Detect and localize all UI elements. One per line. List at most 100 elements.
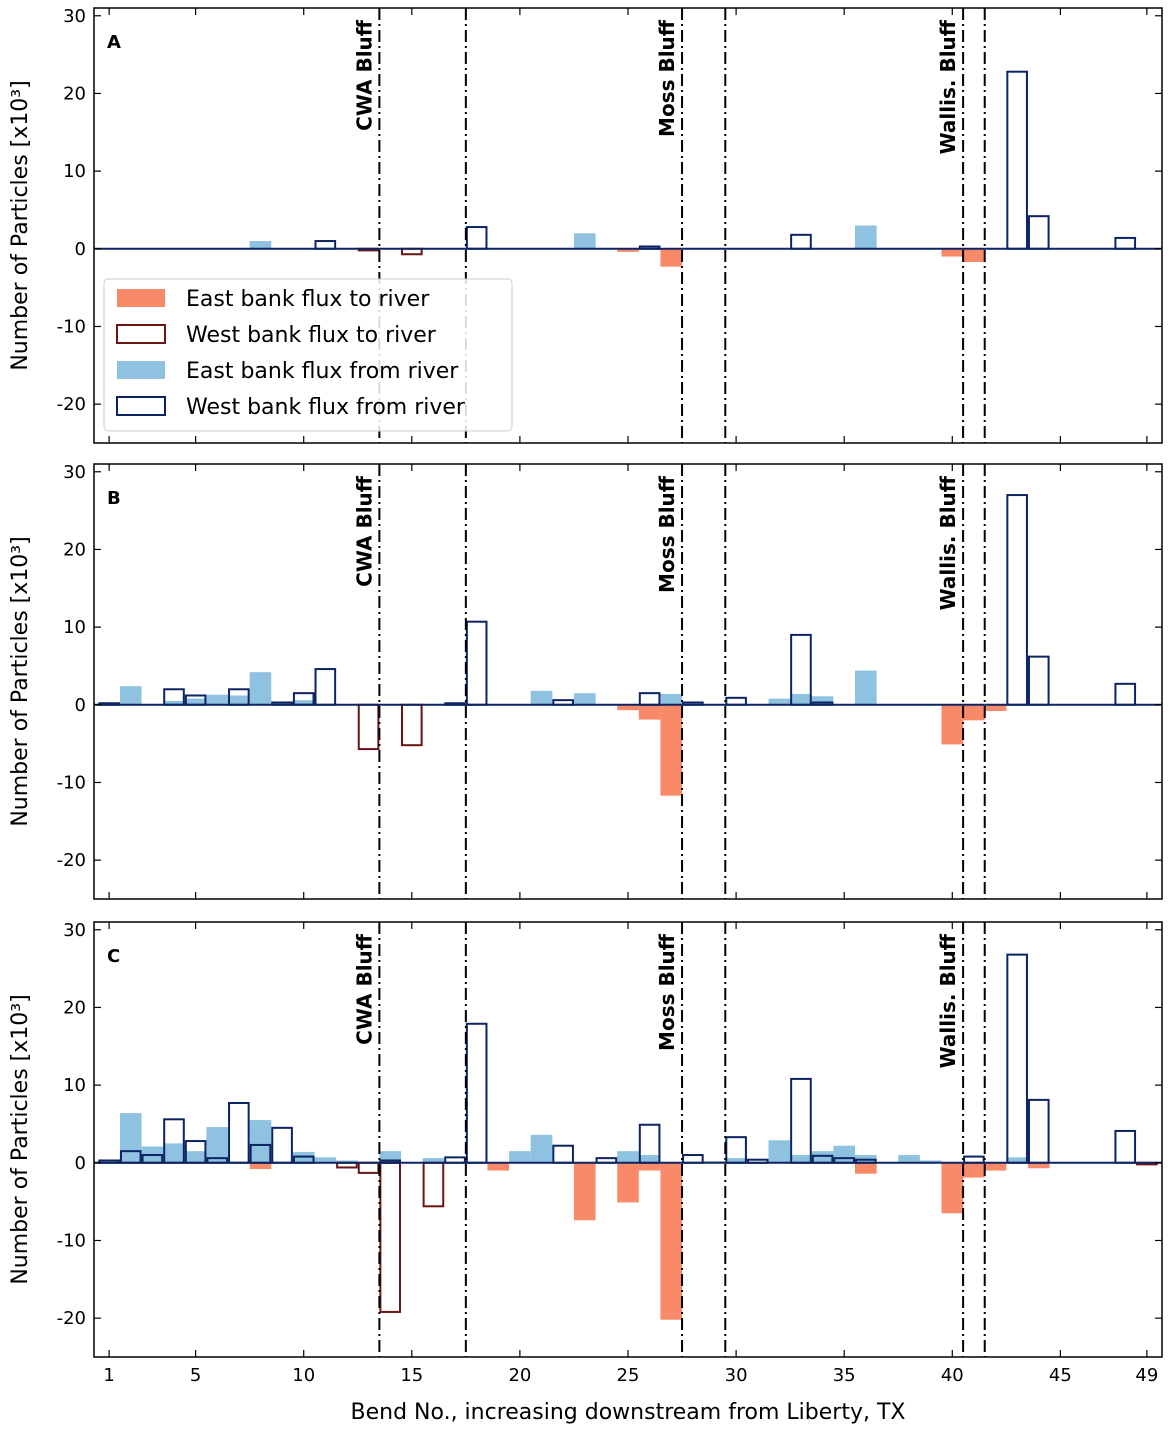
bar-west-to [357, 703, 380, 751]
bar-east-to [963, 248, 985, 263]
y-tick-label: 0 [75, 239, 86, 260]
bar-west-from [1006, 953, 1028, 1164]
bar-east-from [119, 1113, 142, 1163]
bar-east-to [660, 248, 683, 267]
bar-east-from [249, 1120, 272, 1163]
panel-letter: A [107, 32, 121, 53]
plot-area [94, 464, 1162, 899]
x-tick-label: 10 [292, 1365, 315, 1386]
bar-west-from [1114, 236, 1137, 250]
bar-west-from [1027, 1098, 1050, 1164]
bar-east-from [811, 1151, 834, 1163]
bar-east-to [249, 1162, 272, 1170]
y-axis-title: Number of Particles [x10³] [8, 536, 33, 826]
bar-east-to [963, 1162, 985, 1178]
y-tick-label: -20 [57, 394, 86, 415]
bar-east-from [163, 1143, 185, 1163]
bar-west-from [465, 226, 488, 250]
panel-letter: B [107, 488, 121, 509]
x-tick-label: 15 [400, 1365, 423, 1386]
bar-west-from [725, 696, 747, 706]
bar-east-from [725, 1158, 747, 1163]
bar-east-from [898, 1155, 920, 1163]
bar-east-to [638, 1162, 661, 1171]
bar-east-from [855, 225, 877, 249]
bar-east-from [855, 670, 877, 705]
y-axis-title: Number of Particles [x10³] [8, 994, 33, 1284]
bar-west-from [1114, 1129, 1137, 1164]
bar-east-from [811, 696, 834, 705]
bar-east-from [638, 1155, 661, 1163]
bar-west-from [228, 1101, 250, 1164]
plot-area [94, 922, 1162, 1357]
bar-east-to [660, 1162, 683, 1320]
legend-swatch-east-from [117, 361, 165, 379]
bluff-label: CWA Bluff [352, 19, 376, 131]
bluff-label: Wallis. Bluff [936, 933, 960, 1068]
bar-east-from [573, 233, 596, 249]
x-axis-title: Bend No., increasing downstream from Lib… [351, 1400, 906, 1425]
bar-west-from [1006, 70, 1028, 250]
legend-swatch-west-to [116, 324, 166, 344]
bar-west-from [1027, 655, 1050, 706]
bar-east-from [314, 1157, 337, 1163]
bar-east-from [184, 698, 207, 705]
bar-west-from [314, 668, 337, 706]
bar-east-from [768, 698, 791, 705]
bar-east-from [790, 1155, 812, 1163]
legend-box [103, 278, 513, 432]
bar-east-from [119, 686, 142, 705]
bar-east-from [790, 693, 812, 705]
bar-east-to [855, 1162, 877, 1174]
bar-east-to [617, 248, 639, 252]
bar-east-from [249, 241, 272, 249]
panel-A: CWA Bluff Moss Bluff Wallis. Bluff -20 -10 0 1… [8, 6, 1163, 444]
bar-east-from [249, 672, 272, 705]
bar-west-from [271, 1126, 293, 1164]
bar-east-to [984, 1162, 1007, 1171]
bar-east-to [1027, 1162, 1050, 1169]
legend-swatch-east-to [117, 289, 165, 307]
bar-west-from [1006, 494, 1028, 706]
bar-west-to [400, 703, 423, 747]
bar-east-from [919, 1160, 942, 1163]
y-tick-label: 20 [63, 997, 86, 1018]
y-tick-label: -10 [57, 772, 86, 793]
bar-west-from [465, 620, 488, 706]
bar-west-from [1027, 215, 1050, 250]
bar-east-to [941, 248, 964, 257]
y-tick-label: -20 [57, 1308, 86, 1329]
bar-east-to [941, 1162, 964, 1214]
y-tick-label: -20 [57, 850, 86, 871]
y-tick-label: 10 [63, 161, 86, 182]
bar-east-from [228, 695, 250, 705]
bar-east-from [530, 1134, 553, 1163]
bar-east-from [573, 693, 596, 705]
y-axis-title: Number of Particles [x10³] [8, 80, 33, 370]
legend: East bank flux to river West bank flux to… [103, 278, 513, 432]
y-tick-label: -10 [57, 316, 86, 337]
legend-label: East bank flux to river [186, 287, 430, 312]
bluff-label: Wallis. Bluff [936, 19, 960, 154]
y-tick-label: 0 [75, 1153, 86, 1174]
bar-west-from [314, 240, 337, 250]
x-tick-label: 49 [1135, 1365, 1158, 1386]
bar-west-from [790, 1077, 812, 1164]
panel-letter: C [107, 946, 120, 967]
legend-swatch-west-from [116, 396, 166, 416]
y-tick-label: 30 [63, 920, 86, 941]
y-tick-label: 10 [63, 1075, 86, 1096]
bar-east-to [963, 704, 985, 721]
bluff-label: Moss Bluff [655, 933, 679, 1051]
bar-east-from [422, 1158, 445, 1163]
bar-east-to [573, 1162, 596, 1221]
bluff-label: CWA Bluff [352, 933, 376, 1045]
bar-east-from [163, 700, 185, 705]
bluff-label: Moss Bluff [655, 475, 679, 593]
panel-B: CWA Bluff Moss Bluff Wallis. Bluff -20 -10 0 1… [8, 462, 1163, 900]
bar-east-from [379, 1151, 401, 1163]
bar-east-to [660, 704, 683, 796]
bar-west-from [465, 1022, 488, 1164]
bar-west-from [1114, 682, 1137, 706]
